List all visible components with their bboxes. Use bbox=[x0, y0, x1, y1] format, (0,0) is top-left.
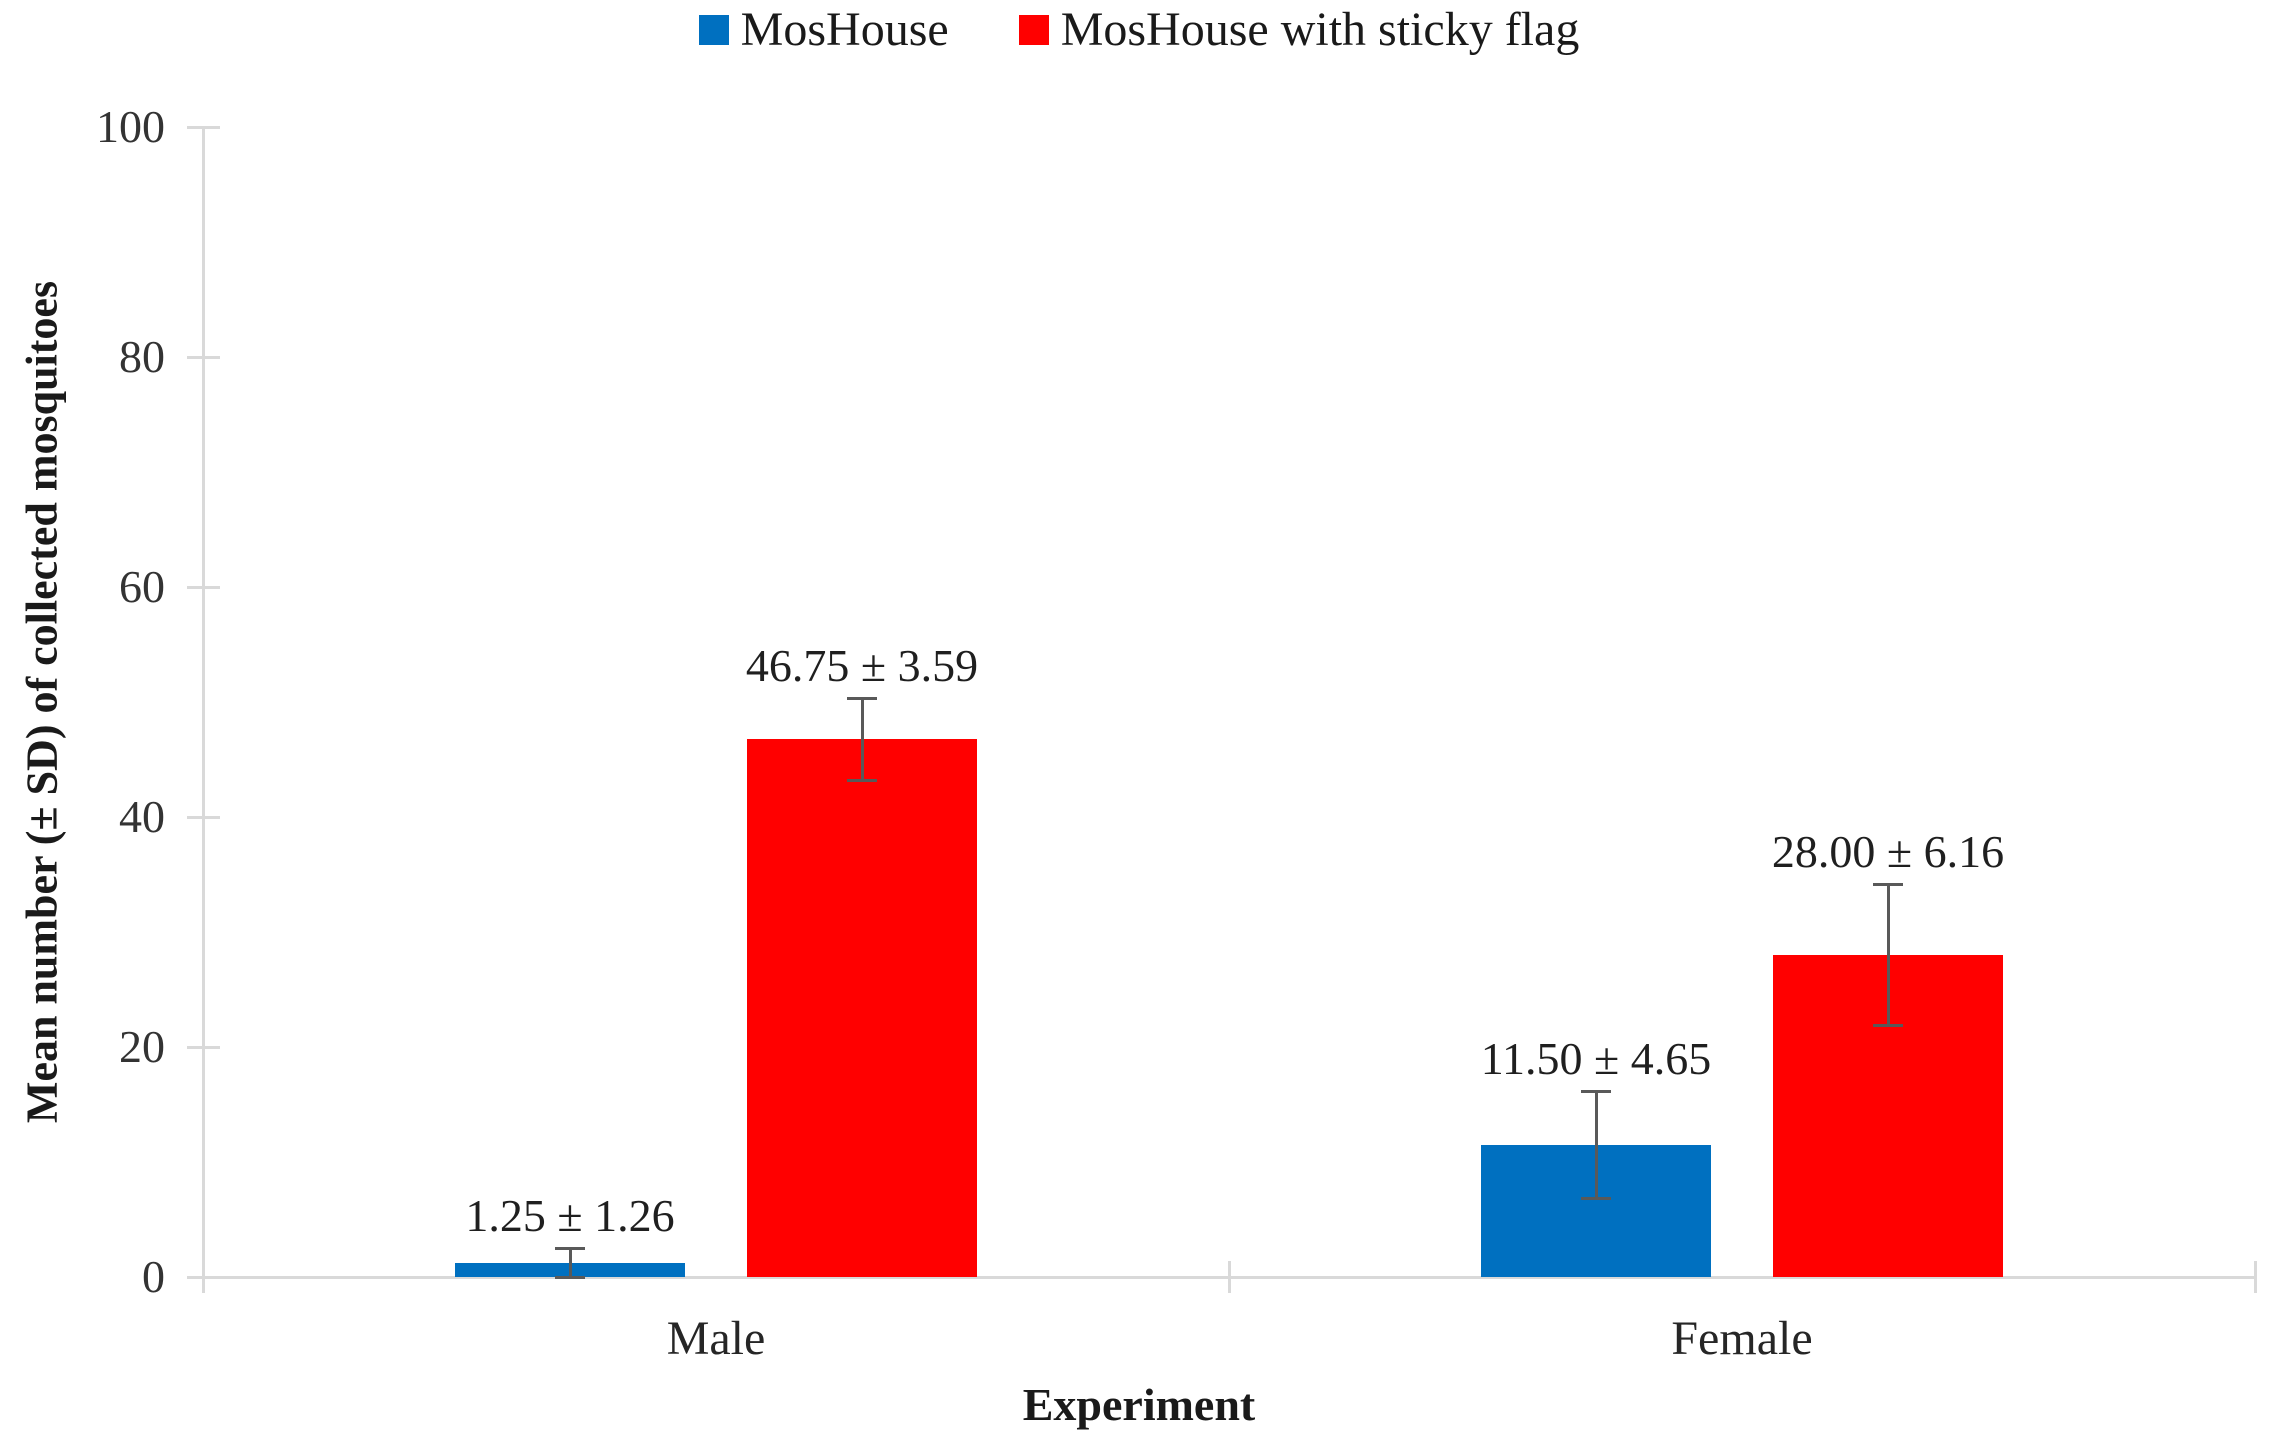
x-tick-mark bbox=[2253, 1261, 2257, 1293]
legend-label: MosHouse bbox=[740, 3, 949, 56]
y-tick-label: 80 bbox=[119, 331, 165, 382]
x-tick-mark bbox=[1227, 1261, 1231, 1293]
category-label-female: Female bbox=[1671, 1312, 1813, 1365]
legend: MosHouse MosHouse with sticky flag bbox=[0, 6, 2278, 54]
error-bar-cap-top bbox=[847, 696, 877, 700]
error-bar-cap-bottom bbox=[847, 779, 877, 783]
y-axis-line bbox=[202, 127, 205, 1293]
y-tick-label: 20 bbox=[119, 1021, 165, 1072]
error-bar-moshouse-with-sticky-flag-male bbox=[860, 698, 864, 781]
error-bar-cap-top bbox=[1873, 882, 1903, 886]
x-axis-line bbox=[187, 1276, 2257, 1279]
value-label-moshouse-male: 1.25 ± 1.26 bbox=[465, 1190, 675, 1242]
y-tick-label: 40 bbox=[119, 791, 165, 842]
legend-swatch-icon bbox=[1018, 15, 1049, 45]
error-bar-moshouse-with-sticky-flag-female bbox=[1886, 884, 1890, 1026]
y-tick-label: 100 bbox=[96, 101, 165, 152]
y-tick-label: 60 bbox=[119, 561, 165, 612]
error-bar-cap-bottom bbox=[1581, 1196, 1611, 1200]
legend-item-moshouse-with-sticky-flag: MosHouse with sticky flag bbox=[1018, 3, 1580, 56]
y-tick-label: 0 bbox=[142, 1251, 165, 1302]
error-bar-cap-top bbox=[1581, 1089, 1611, 1093]
value-label-moshouse-with-sticky-flag-male: 46.75 ± 3.59 bbox=[745, 640, 979, 692]
error-bar-cap-bottom bbox=[555, 1275, 585, 1279]
legend-swatch-icon bbox=[698, 15, 729, 45]
legend-label: MosHouse with sticky flag bbox=[1060, 3, 1580, 56]
category-label-male: Male bbox=[666, 1312, 766, 1365]
error-bar-moshouse-female bbox=[1594, 1091, 1598, 1199]
bar-moshouse-with-sticky-flag-male bbox=[747, 739, 977, 1277]
x-axis-title: Experiment bbox=[1022, 1379, 1256, 1430]
legend-item-moshouse: MosHouse bbox=[698, 3, 949, 56]
error-bar-cap-top bbox=[555, 1246, 585, 1250]
error-bar-moshouse-male bbox=[568, 1248, 572, 1277]
value-label-moshouse-with-sticky-flag-female: 28.00 ± 6.16 bbox=[1771, 826, 2005, 878]
error-bar-cap-bottom bbox=[1873, 1024, 1903, 1028]
y-axis-title: Mean number (± SD) of collected mosquito… bbox=[17, 280, 67, 1124]
value-label-moshouse-female: 11.50 ± 4.65 bbox=[1480, 1033, 1712, 1085]
